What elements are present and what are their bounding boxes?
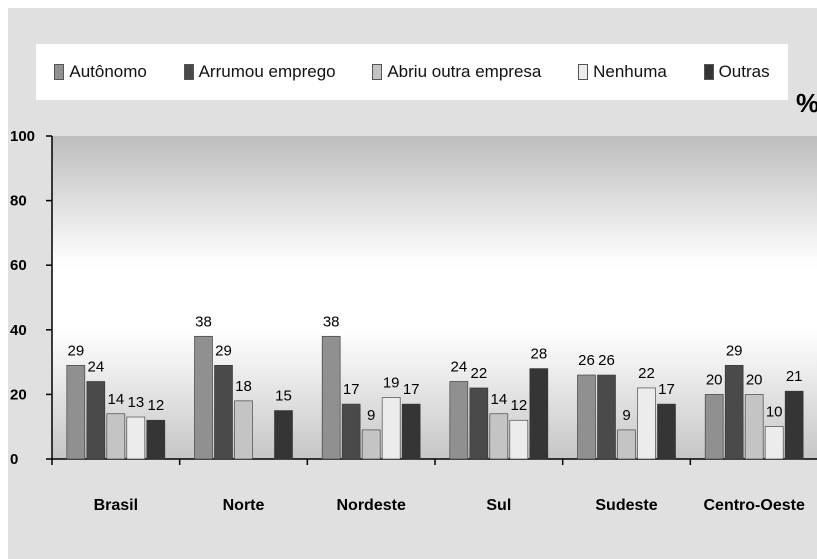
- data-label-sudeste-arrumou-emprego: 26: [598, 352, 615, 369]
- bar-sudeste-abriu-outra-empresa: [617, 429, 636, 460]
- x-category-label-centro-oeste: Centro-Oeste: [703, 497, 804, 514]
- bar-norte-outras: [274, 410, 293, 460]
- data-label-brasil-outras: 12: [147, 397, 164, 414]
- data-label-sul-abriu-outra-empresa: 14: [490, 391, 507, 408]
- y-tick-label-100: 100: [10, 128, 35, 145]
- data-label-nordeste-nenhuma: 19: [383, 375, 400, 392]
- data-label-brasil-nenhuma: 13: [127, 394, 144, 411]
- data-label-sul-arrumou-emprego: 22: [470, 365, 487, 382]
- bar-sul-abriu-outra-empresa: [489, 413, 509, 460]
- legend-label-abriu-outra-empresa: Abriu outra empresa: [387, 62, 542, 81]
- legend-item-abriu-outra-empresa: Abriu outra empresa: [372, 62, 541, 82]
- y-tick-label-20: 20: [10, 386, 27, 403]
- legend-swatch-nenhuma: [578, 64, 589, 80]
- y-tick-label-60: 60: [10, 257, 27, 274]
- data-label-centro-oeste-outras: 21: [786, 368, 803, 385]
- data-label-sudeste-abriu-outra-empresa: 9: [622, 407, 630, 424]
- bar-nordeste-autonomo: [321, 335, 341, 460]
- data-label-nordeste-autonomo: 38: [323, 313, 340, 330]
- bar-centro-oeste-autonomo: [704, 394, 724, 460]
- legend-label-autonomo: Autônomo: [69, 62, 147, 81]
- data-label-sul-nenhuma: 12: [510, 397, 527, 414]
- y-tick-label-0: 0: [10, 451, 18, 468]
- bar-sul-outras: [529, 368, 549, 460]
- bar-centro-oeste-nenhuma: [764, 426, 784, 460]
- bar-brasil-outras: [146, 419, 166, 460]
- legend-item-autonomo: Autônomo: [54, 62, 147, 82]
- data-label-brasil-abriu-outra-empresa: 14: [107, 391, 124, 408]
- bar-nordeste-outras: [401, 403, 421, 460]
- x-category-label-brasil: Brasil: [94, 497, 138, 514]
- bar-sudeste-nenhuma: [637, 387, 656, 460]
- legend-swatch-outras: [703, 64, 714, 80]
- legend-swatch-autonomo: [54, 64, 65, 80]
- legend-item-nenhuma: Nenhuma: [578, 62, 667, 82]
- bar-norte-autonomo: [194, 335, 213, 460]
- data-label-brasil-arrumou-emprego: 24: [87, 358, 104, 375]
- x-category-label-norte: Norte: [223, 497, 265, 514]
- legend: Autônomo Arrumou emprego Abriu outra emp…: [36, 44, 788, 100]
- data-label-centro-oeste-arrumou-emprego: 29: [726, 342, 743, 359]
- data-label-norte-arrumou-emprego: 29: [215, 342, 232, 359]
- legend-swatch-arrumou-emprego: [183, 64, 194, 80]
- data-label-nordeste-outras: 17: [403, 381, 420, 398]
- plot-background-middle: [52, 265, 817, 330]
- plot-background-lower: [52, 329, 817, 459]
- data-label-brasil-autonomo: 29: [67, 342, 84, 359]
- bar-sul-autonomo: [449, 381, 469, 460]
- y-axis-unit-label: %: [796, 88, 817, 118]
- bar-sul-arrumou-emprego: [469, 387, 489, 460]
- bar-centro-oeste-arrumou-emprego: [724, 365, 744, 460]
- data-label-nordeste-arrumou-emprego: 17: [343, 381, 360, 398]
- data-label-sudeste-autonomo: 26: [578, 352, 595, 369]
- legend-swatch-abriu-outra-empresa: [372, 64, 383, 80]
- legend-item-outras: Outras: [703, 62, 770, 82]
- data-label-norte-abriu-outra-empresa: 18: [235, 378, 252, 395]
- bar-centro-oeste-abriu-outra-empresa: [744, 394, 764, 460]
- x-category-label-sul: Sul: [486, 497, 511, 514]
- bar-nordeste-nenhuma: [381, 397, 401, 460]
- data-label-sul-outras: 28: [530, 346, 547, 363]
- data-label-norte-autonomo: 38: [195, 313, 212, 330]
- bar-nordeste-abriu-outra-empresa: [361, 429, 381, 460]
- bar-sudeste-autonomo: [577, 374, 596, 460]
- bar-sudeste-arrumou-emprego: [597, 374, 616, 460]
- bar-norte-abriu-outra-empresa: [234, 400, 253, 460]
- x-category-label-sudeste: Sudeste: [595, 497, 657, 514]
- legend-item-arrumou-emprego: Arrumou emprego: [183, 62, 336, 82]
- bar-brasil-nenhuma: [126, 416, 146, 460]
- data-label-centro-oeste-nenhuma: 10: [766, 404, 783, 421]
- data-label-sul-autonomo: 24: [450, 358, 467, 375]
- data-label-sudeste-outras: 17: [658, 381, 675, 398]
- data-label-nordeste-abriu-outra-empresa: 9: [367, 407, 375, 424]
- y-tick-label-40: 40: [10, 322, 27, 339]
- bar-brasil-arrumou-emprego: [86, 381, 106, 460]
- bar-centro-oeste-outras: [784, 390, 804, 460]
- data-label-centro-oeste-abriu-outra-empresa: 20: [746, 371, 763, 388]
- plot-background-upper: [52, 136, 817, 266]
- x-category-label-nordeste: Nordeste: [336, 497, 405, 514]
- bar-brasil-autonomo: [66, 365, 86, 460]
- bar-brasil-abriu-outra-empresa: [106, 413, 126, 460]
- y-tick-label-80: 80: [10, 193, 27, 210]
- legend-label-outras: Outras: [718, 62, 770, 81]
- bar-sudeste-outras: [657, 403, 676, 460]
- bar-norte-arrumou-emprego: [214, 365, 233, 460]
- data-label-centro-oeste-autonomo: 20: [706, 371, 723, 388]
- bar-sul-nenhuma: [509, 419, 529, 460]
- data-label-norte-outras: 15: [275, 388, 292, 405]
- data-label-sudeste-nenhuma: 22: [638, 365, 655, 382]
- legend-label-arrumou-emprego: Arrumou emprego: [198, 62, 336, 81]
- bar-nordeste-arrumou-emprego: [341, 403, 361, 460]
- legend-label-nenhuma: Nenhuma: [593, 62, 667, 81]
